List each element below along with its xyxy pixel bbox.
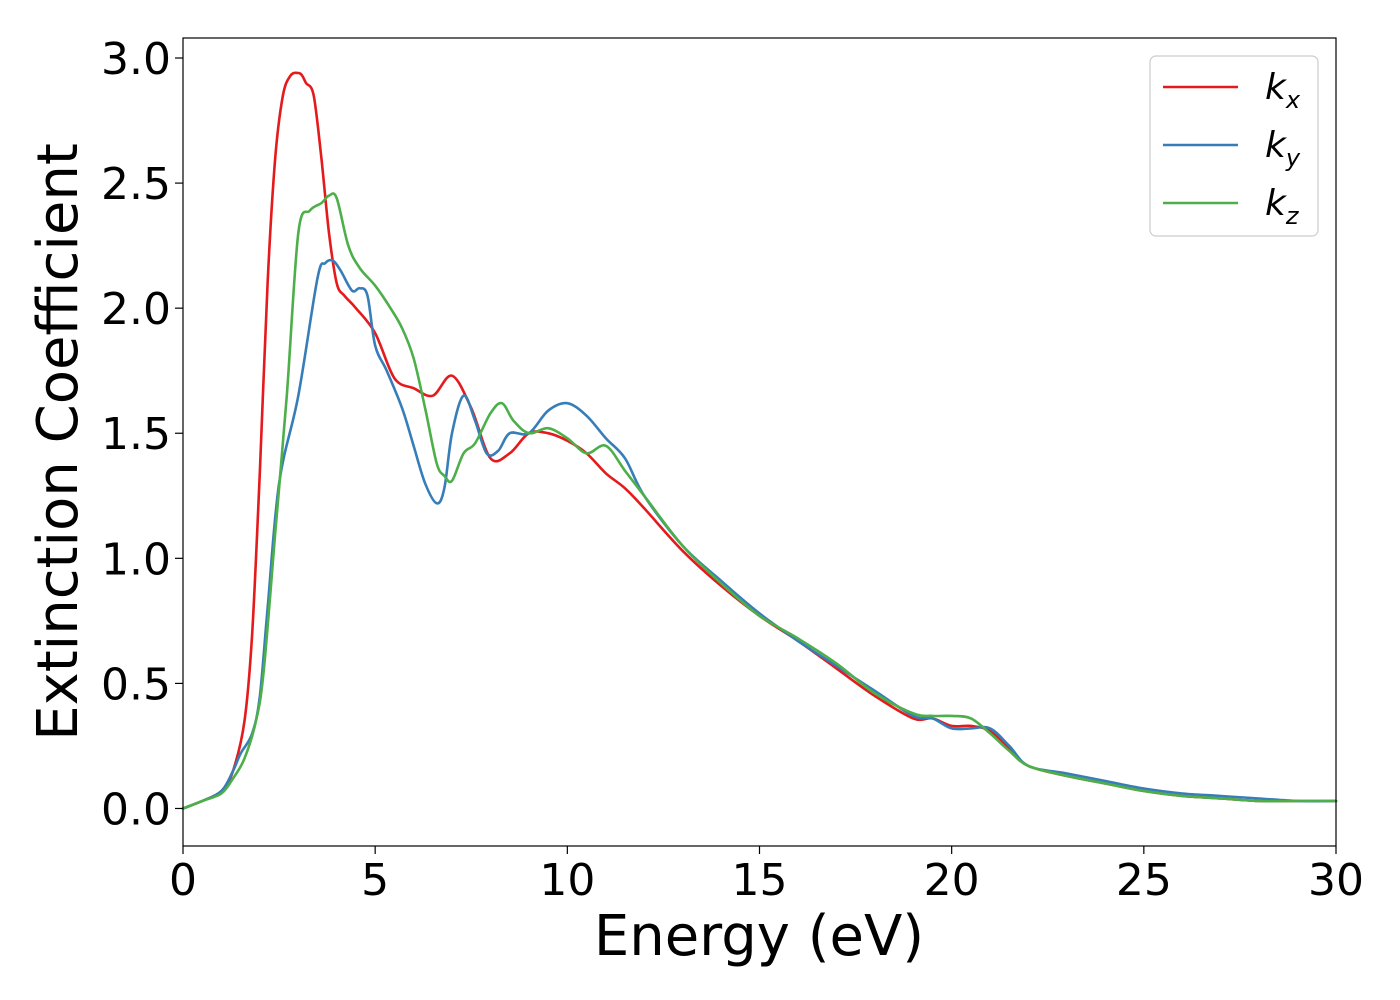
x-axis-ticks: 0 5 10 15 20 25 30 — [169, 846, 1364, 906]
y-tick-label: 2.0 — [101, 284, 171, 335]
y-axis-title: Extinction Coefficient — [26, 143, 91, 741]
x-tick-label: 25 — [1116, 855, 1172, 906]
x-tick-label: 20 — [924, 855, 980, 906]
series-line-x — [181, 71, 1338, 810]
y-tick-label: 0.5 — [101, 659, 171, 710]
x-tick-label: 15 — [732, 855, 788, 906]
series-line-y — [181, 258, 1338, 810]
y-tick-label: 2.5 — [101, 159, 171, 210]
x-tick-label: 0 — [169, 855, 197, 906]
y-tick-label: 3.0 — [101, 34, 171, 85]
series-layer — [181, 71, 1338, 810]
y-axis-ticks: 0.0 0.5 1.0 1.5 2.0 2.5 3.0 — [101, 34, 183, 835]
series-line-z — [181, 192, 1338, 810]
y-tick-label: 1.0 — [101, 534, 171, 585]
x-tick-label: 30 — [1308, 855, 1364, 906]
x-tick-label: 10 — [539, 855, 595, 906]
y-tick-label: 0.0 — [101, 784, 171, 835]
x-tick-label: 5 — [361, 855, 389, 906]
plot-area — [183, 38, 1336, 846]
x-axis-title: Energy (eV) — [594, 904, 924, 969]
y-tick-label: 1.5 — [101, 409, 171, 460]
